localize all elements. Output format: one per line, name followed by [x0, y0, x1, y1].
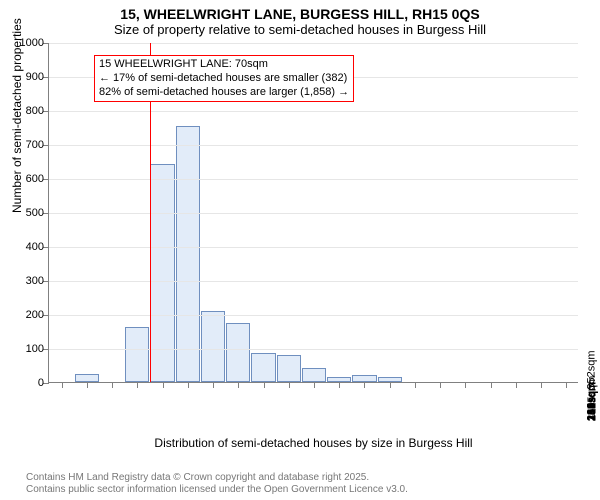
chart-title: 15, WHEELWRIGHT LANE, BURGESS HILL, RH15… — [0, 6, 600, 22]
histogram-bar — [125, 327, 149, 382]
x-tick — [339, 382, 340, 388]
x-axis-title: Distribution of semi-detached houses by … — [49, 436, 578, 450]
histogram-bar — [176, 126, 200, 382]
histogram-bar — [251, 353, 275, 382]
grid-line — [49, 247, 578, 248]
grid-line — [49, 281, 578, 282]
annotation-line: ← 17% of semi-detached houses are smalle… — [99, 72, 349, 86]
x-tick — [440, 382, 441, 388]
x-tick — [566, 382, 567, 388]
x-tick — [364, 382, 365, 388]
x-tick — [541, 382, 542, 388]
annotation-line: 15 WHEELWRIGHT LANE: 70sqm — [99, 58, 349, 72]
histogram-bar — [352, 375, 376, 382]
plot-area: Distribution of semi-detached houses by … — [48, 43, 578, 383]
histogram-bar — [75, 374, 99, 383]
x-tick — [137, 382, 138, 388]
y-tick-label: 600 — [4, 173, 44, 185]
grid-line — [49, 43, 578, 44]
y-tick-label: 900 — [4, 71, 44, 83]
grid-line — [49, 349, 578, 350]
x-tick — [62, 382, 63, 388]
y-tick-label: 500 — [4, 207, 44, 219]
x-tick — [516, 382, 517, 388]
grid-line — [49, 179, 578, 180]
annotation-line: 82% of semi-detached houses are larger (… — [99, 86, 349, 100]
footer-line-2: Contains public sector information licen… — [26, 484, 408, 496]
x-tick-label: 352sqm — [578, 382, 598, 390]
y-tick-label: 400 — [4, 241, 44, 253]
x-tick — [465, 382, 466, 388]
histogram-bar — [277, 355, 301, 382]
y-tick-label: 100 — [4, 343, 44, 355]
x-tick — [289, 382, 290, 388]
x-tick — [238, 382, 239, 388]
histogram-bar — [201, 311, 225, 382]
attribution-footer: Contains HM Land Registry data © Crown c… — [26, 472, 408, 496]
grid-line — [49, 111, 578, 112]
x-tick — [264, 382, 265, 388]
footer-line-1: Contains HM Land Registry data © Crown c… — [26, 472, 408, 484]
x-tick — [415, 382, 416, 388]
histogram-bar — [226, 323, 250, 383]
y-tick-label: 700 — [4, 139, 44, 151]
grid-line — [49, 315, 578, 316]
x-tick — [491, 382, 492, 388]
x-tick — [390, 382, 391, 388]
y-tick-label: 300 — [4, 275, 44, 287]
y-tick-label: 0 — [4, 377, 44, 389]
x-tick — [213, 382, 214, 388]
y-tick-label: 800 — [4, 105, 44, 117]
x-tick — [112, 382, 113, 388]
y-tick-label: 200 — [4, 309, 44, 321]
grid-line — [49, 145, 578, 146]
annotation-box: 15 WHEELWRIGHT LANE: 70sqm← 17% of semi-… — [94, 55, 354, 102]
y-tick-label: 1000 — [4, 37, 44, 49]
x-tick — [163, 382, 164, 388]
x-tick — [87, 382, 88, 388]
grid-line — [49, 213, 578, 214]
title-block: 15, WHEELWRIGHT LANE, BURGESS HILL, RH15… — [0, 0, 600, 37]
x-tick — [314, 382, 315, 388]
chart-subtitle: Size of property relative to semi-detach… — [0, 22, 600, 37]
chart-container: Number of semi-detached properties Distr… — [48, 43, 600, 383]
x-tick — [188, 382, 189, 388]
histogram-bar — [302, 368, 326, 382]
